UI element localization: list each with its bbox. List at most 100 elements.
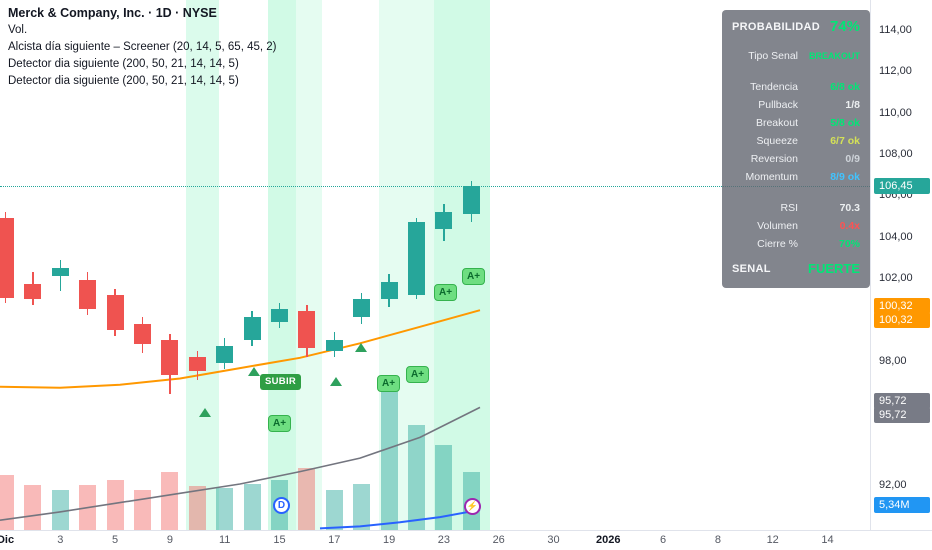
volume-bar: [325, 490, 343, 530]
panel-row-label: RSI: [780, 202, 798, 214]
price-label: 112,00: [879, 65, 912, 78]
buy-triangle-icon: [330, 377, 342, 386]
legend-screener-indicator[interactable]: Alcista día siguiente – Screener (20, 14…: [8, 41, 277, 53]
panel-row-label: Squeeze: [756, 135, 798, 147]
price-label: 104,00: [879, 230, 913, 243]
signal-value: FUERTE: [808, 261, 860, 276]
candle: [51, 267, 69, 277]
panel-row-label: Pullback: [758, 99, 798, 111]
legend: Merck & Company, Inc. · 1D · NYSE Vol. A…: [8, 6, 277, 92]
candle: [298, 311, 316, 349]
candle: [216, 346, 234, 363]
panel-title: PROBABILIDAD: [732, 20, 820, 33]
panel-row: Tendencia 6/8 ok: [732, 78, 860, 96]
time-label: 9: [166, 534, 173, 546]
candle: [408, 222, 425, 295]
a-plus-badge: A+: [377, 375, 401, 392]
time-label: 30: [547, 534, 560, 546]
panel-row-label: Momentum: [745, 171, 798, 183]
volume-bar: [380, 390, 398, 530]
panel-row-value: 70.3: [839, 202, 860, 214]
price-badge: 100,32: [874, 311, 930, 328]
panel-row: Breakout 5/8 ok: [732, 114, 860, 132]
candle: [106, 294, 124, 330]
probability-panel: PROBABILIDAD 74% Tipo Senal BREAKOUT Tende…: [722, 10, 870, 288]
panel-row-value: 6/7 ok: [830, 135, 860, 147]
volume-bar: [353, 484, 371, 530]
time-label: 23: [437, 534, 451, 546]
panel-row-value: 6/8 ok: [830, 81, 860, 93]
price-label: 92,00: [879, 479, 907, 491]
panel-row-value: 1/8: [845, 99, 860, 111]
time-label: 17: [328, 534, 341, 546]
dividend-marker[interactable]: D: [273, 497, 290, 514]
price-label: 110,00: [879, 106, 912, 119]
panel-row-value: 70%: [838, 238, 860, 250]
signal-row: SENAL FUERTE: [732, 261, 860, 276]
panel-rows: Tipo Senal BREAKOUT Tendencia 6/8 ok Pullbac…: [732, 47, 860, 253]
legend-volume-indicator[interactable]: Vol.: [8, 24, 28, 36]
volume-bar: [188, 486, 206, 530]
volume-bar: [0, 475, 14, 530]
candle: [0, 218, 14, 298]
candle: [134, 323, 151, 345]
highlight-band: [268, 0, 296, 530]
price-label: 102,00: [879, 272, 913, 285]
time-label: 26: [492, 534, 505, 546]
panel-row: Pullback 1/8: [732, 96, 860, 114]
legend-detector-indicator-2[interactable]: Detector dia siguiente (200, 50, 21, 14,…: [8, 75, 239, 87]
ma-blue-line: [319, 508, 481, 530]
candle: [79, 280, 97, 310]
candle: [435, 212, 453, 229]
panel-row-label: Tipo Senal: [748, 50, 798, 62]
time-label: 6: [660, 534, 667, 546]
candle: [462, 186, 480, 215]
highlight-band: [296, 0, 322, 530]
price-axis[interactable]: 114,00 112,00 110,00 108,00 106,00 104,00 102,…: [870, 0, 932, 530]
panel-row-value: BREAKOUT: [809, 51, 860, 61]
candle: [243, 317, 261, 341]
lightning-marker[interactable]: ⚡: [464, 498, 481, 515]
candle: [188, 356, 206, 372]
time-label: Dic: [0, 534, 15, 546]
panel-row-value: 0.4x: [839, 220, 860, 232]
panel-row: Momentum 8/9 ok: [732, 168, 860, 186]
candle: [353, 298, 371, 318]
price-badge: 95,72: [874, 393, 930, 410]
panel-row-label: Reversion: [750, 153, 798, 165]
highlight-band: [434, 0, 490, 530]
time-label: 14: [821, 534, 834, 546]
panel-row: Tipo Senal BREAKOUT: [732, 47, 860, 65]
a-plus-badge: A+: [434, 284, 458, 301]
time-label: 5: [112, 534, 119, 546]
price-label: 108,00: [879, 148, 913, 161]
candle: [24, 284, 42, 299]
a-plus-badge: A+: [268, 415, 292, 432]
candle: [271, 309, 288, 322]
buy-triangle-icon: [355, 343, 367, 352]
probability-value: 74%: [829, 18, 860, 35]
panel-row-label: Tendencia: [750, 81, 798, 93]
symbol-title[interactable]: Merck & Company, Inc. · 1D · NYSE: [8, 6, 217, 20]
price-badge: 106,45: [874, 178, 930, 195]
legend-detector-indicator-1[interactable]: Detector dia siguiente (200, 50, 21, 14,…: [8, 58, 239, 70]
time-label: 19: [382, 534, 396, 546]
panel-row-value: 5/8 ok: [830, 117, 860, 129]
time-label: 3: [57, 534, 64, 546]
panel-row: RSI 70.3: [732, 199, 860, 217]
ma-orange-line: [0, 309, 481, 389]
volume-bar: [51, 490, 69, 530]
price-badge: 95,72: [874, 407, 930, 424]
panel-row: Volumen 0.4x: [732, 217, 860, 235]
candle: [161, 340, 179, 376]
buy-triangle-icon: [199, 408, 211, 417]
time-axis[interactable]: Dic 3 5 9 11 15 17 19 23 26 30 2026 6 8 12 14: [0, 530, 932, 550]
price-badge: 5,34M: [874, 497, 930, 513]
